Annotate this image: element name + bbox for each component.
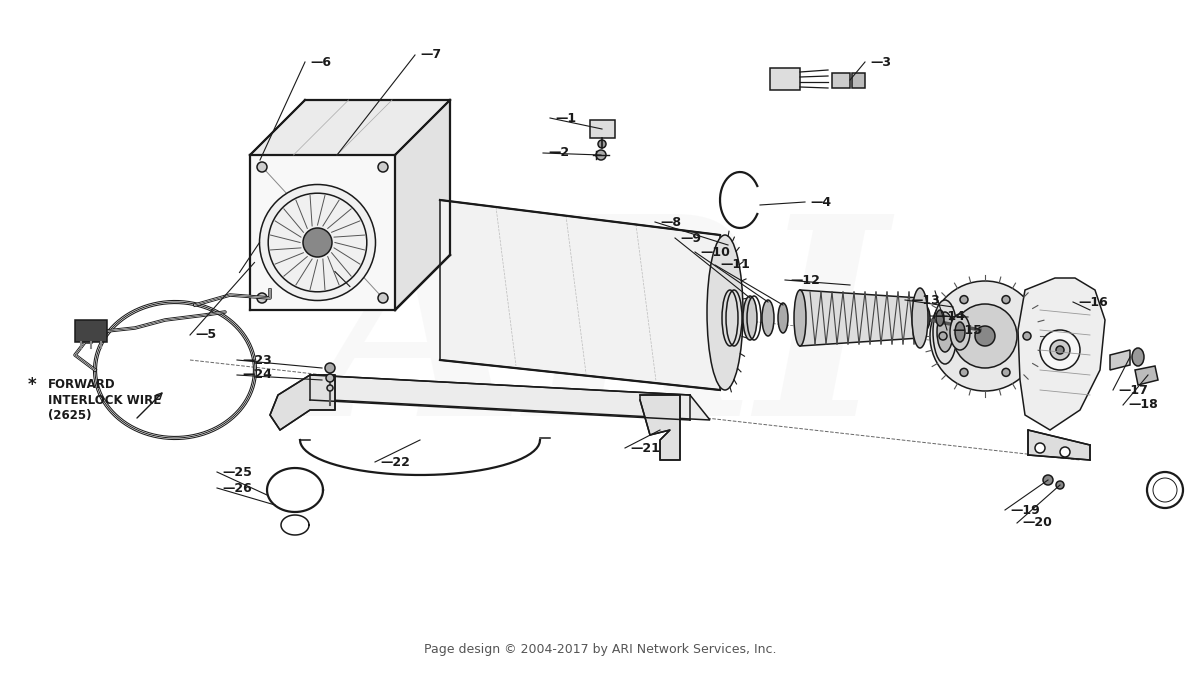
- Polygon shape: [770, 68, 800, 90]
- Circle shape: [960, 368, 968, 377]
- Text: Page design © 2004-2017 by ARI Network Services, Inc.: Page design © 2004-2017 by ARI Network S…: [424, 644, 776, 656]
- Text: —12: —12: [790, 274, 820, 287]
- Polygon shape: [250, 155, 395, 310]
- Text: —22: —22: [380, 456, 410, 468]
- Ellipse shape: [920, 306, 930, 330]
- Circle shape: [302, 228, 332, 257]
- Circle shape: [326, 385, 334, 391]
- Circle shape: [1002, 368, 1010, 377]
- Circle shape: [1002, 295, 1010, 304]
- Ellipse shape: [707, 235, 743, 390]
- Polygon shape: [1110, 350, 1130, 370]
- Circle shape: [1022, 332, 1031, 340]
- Text: —14: —14: [935, 310, 965, 322]
- Text: —24: —24: [242, 368, 272, 381]
- Text: —3: —3: [870, 55, 890, 68]
- Text: —26: —26: [222, 481, 252, 495]
- Text: —5: —5: [194, 329, 216, 341]
- Text: —2: —2: [548, 147, 569, 160]
- Polygon shape: [270, 375, 335, 430]
- Ellipse shape: [955, 322, 965, 342]
- Ellipse shape: [1132, 348, 1144, 366]
- Circle shape: [1056, 481, 1064, 489]
- Text: —23: —23: [242, 354, 271, 366]
- Polygon shape: [440, 200, 720, 390]
- Circle shape: [1043, 475, 1054, 485]
- Circle shape: [974, 326, 995, 346]
- Circle shape: [257, 293, 266, 303]
- Ellipse shape: [950, 314, 970, 350]
- Ellipse shape: [778, 303, 788, 333]
- Circle shape: [1040, 330, 1080, 370]
- Ellipse shape: [936, 310, 944, 326]
- Circle shape: [259, 185, 376, 301]
- Text: —8: —8: [660, 216, 682, 228]
- Ellipse shape: [934, 300, 958, 364]
- Ellipse shape: [762, 300, 774, 336]
- Polygon shape: [1028, 430, 1090, 460]
- Circle shape: [1056, 346, 1064, 354]
- Text: ARI: ARI: [312, 206, 888, 475]
- Text: —13: —13: [910, 293, 940, 306]
- Circle shape: [940, 332, 947, 340]
- Circle shape: [257, 162, 266, 172]
- Circle shape: [326, 374, 334, 382]
- Ellipse shape: [937, 312, 953, 352]
- Polygon shape: [1018, 278, 1105, 430]
- Circle shape: [1050, 340, 1070, 360]
- Ellipse shape: [794, 290, 806, 346]
- Text: —17: —17: [1118, 383, 1148, 397]
- Text: (2625): (2625): [48, 408, 91, 422]
- Text: —21: —21: [630, 441, 660, 454]
- Circle shape: [598, 140, 606, 148]
- Circle shape: [596, 150, 606, 160]
- Polygon shape: [590, 120, 616, 138]
- Circle shape: [930, 281, 1040, 391]
- Polygon shape: [250, 100, 450, 155]
- Circle shape: [1060, 447, 1070, 457]
- Text: —11: —11: [720, 258, 750, 272]
- Text: —15: —15: [952, 324, 982, 337]
- Circle shape: [1034, 443, 1045, 453]
- Polygon shape: [395, 100, 450, 310]
- Circle shape: [378, 162, 388, 172]
- Text: —25: —25: [222, 466, 252, 479]
- Circle shape: [960, 295, 968, 304]
- Text: —20: —20: [1022, 516, 1052, 529]
- Polygon shape: [74, 320, 107, 342]
- Polygon shape: [1135, 366, 1158, 385]
- Text: —19: —19: [1010, 504, 1039, 516]
- Polygon shape: [640, 395, 680, 460]
- Text: —10: —10: [700, 245, 730, 258]
- Text: —7: —7: [420, 49, 442, 62]
- Text: —4: —4: [810, 195, 832, 208]
- Ellipse shape: [722, 290, 738, 346]
- Text: —1: —1: [554, 112, 576, 124]
- Polygon shape: [852, 73, 865, 88]
- Ellipse shape: [912, 288, 928, 348]
- Text: —18: —18: [1128, 398, 1158, 412]
- Polygon shape: [800, 290, 920, 346]
- Text: —16: —16: [1078, 295, 1108, 308]
- Text: FORWARD: FORWARD: [48, 379, 115, 391]
- Text: —6: —6: [310, 55, 331, 68]
- Text: *: *: [28, 376, 36, 394]
- Polygon shape: [310, 375, 710, 420]
- Circle shape: [953, 304, 1018, 368]
- Polygon shape: [832, 73, 850, 88]
- Text: —9: —9: [680, 231, 701, 245]
- Ellipse shape: [743, 296, 757, 340]
- Text: INTERLOCK WIRE: INTERLOCK WIRE: [48, 393, 161, 406]
- Circle shape: [378, 293, 388, 303]
- Circle shape: [325, 363, 335, 373]
